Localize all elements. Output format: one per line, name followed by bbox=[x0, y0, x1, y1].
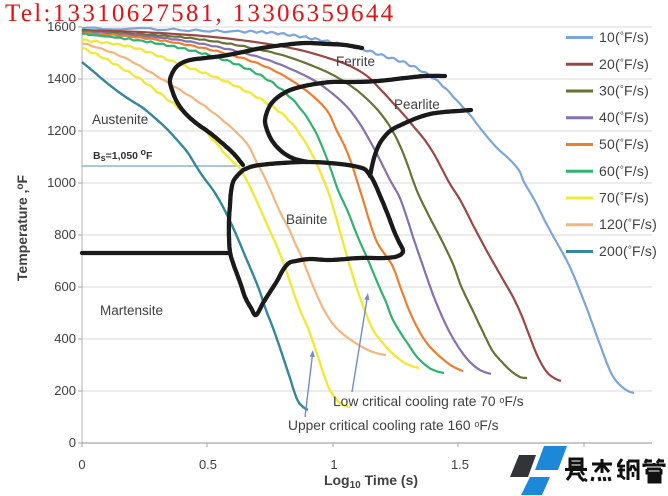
svg-text:30(°F/s): 30(°F/s) bbox=[599, 83, 649, 99]
svg-text:Bainite: Bainite bbox=[286, 212, 327, 227]
svg-text:120(°F/s): 120(°F/s) bbox=[599, 216, 657, 232]
svg-text:Pearlite: Pearlite bbox=[394, 97, 440, 112]
svg-text:0: 0 bbox=[78, 457, 85, 472]
svg-text:Bs=1,050 oF: Bs=1,050 oF bbox=[93, 147, 153, 163]
svg-text:1600: 1600 bbox=[47, 19, 76, 34]
svg-text:1.5: 1.5 bbox=[451, 457, 469, 472]
svg-text:1400: 1400 bbox=[47, 71, 76, 86]
svg-text:0: 0 bbox=[69, 435, 76, 450]
svg-text:1: 1 bbox=[330, 457, 337, 472]
svg-text:Martensite: Martensite bbox=[100, 303, 163, 318]
svg-text:70(°F/s): 70(°F/s) bbox=[599, 190, 649, 206]
svg-text:Upper critical cooling rate 16: Upper critical cooling rate 160 oF/s bbox=[288, 418, 499, 433]
svg-text:600: 600 bbox=[54, 279, 76, 294]
svg-text:50(°F/s): 50(°F/s) bbox=[599, 136, 649, 152]
svg-text:1000: 1000 bbox=[47, 175, 76, 190]
svg-text:10(°F/s): 10(°F/s) bbox=[599, 29, 649, 45]
svg-text:Temperature ,oF: Temperature ,oF bbox=[14, 174, 30, 281]
svg-text:800: 800 bbox=[54, 227, 76, 242]
svg-text:40(°F/s): 40(°F/s) bbox=[599, 109, 649, 125]
svg-text:Austenite: Austenite bbox=[92, 112, 148, 127]
svg-text:1200: 1200 bbox=[47, 123, 76, 138]
svg-text:200: 200 bbox=[54, 383, 76, 398]
svg-text:20(°F/s): 20(°F/s) bbox=[599, 56, 649, 72]
svg-text:0.5: 0.5 bbox=[199, 457, 217, 472]
svg-text:Low critical cooling rate 70 o: Low critical cooling rate 70 oF/s bbox=[333, 394, 524, 409]
svg-text:200(°F/s): 200(°F/s) bbox=[599, 243, 657, 259]
svg-text:Tel:13310627581, 13306359644: Tel:13310627581, 13306359644 bbox=[5, 0, 395, 27]
svg-text:400: 400 bbox=[54, 331, 76, 346]
svg-text:Log10 Time (s): Log10 Time (s) bbox=[324, 472, 418, 491]
svg-text:60(°F/s): 60(°F/s) bbox=[599, 163, 649, 179]
svg-text:Ferrite: Ferrite bbox=[336, 54, 375, 69]
